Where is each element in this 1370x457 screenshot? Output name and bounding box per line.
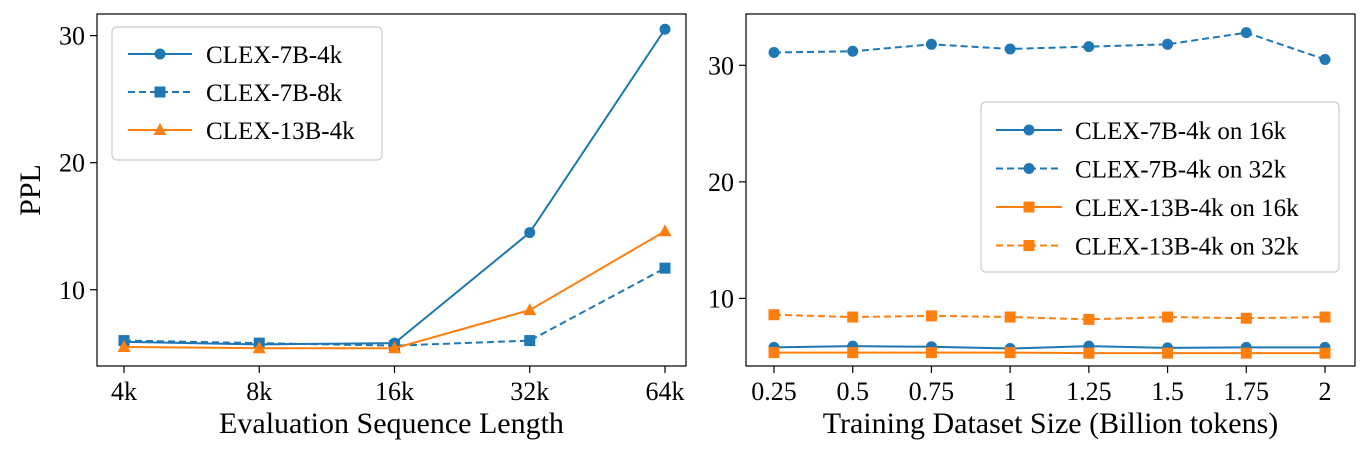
data-point-clex-7b-8k-64k [659, 262, 671, 274]
legend-marker [1023, 163, 1035, 174]
data-point-clex-13b-4k-32k [523, 303, 537, 316]
legend-entry-clex-13b-4k: CLEX-13B-4k [128, 118, 355, 145]
data-point-clex-13b-4k-on-32k-2 [1319, 311, 1331, 323]
legend-marker [154, 48, 166, 60]
legend-entry-clex-13b-4k-on-32k: CLEX-13B-4k on 32k [996, 234, 1299, 261]
legend-entry-clex-7b-4k-on-16k: CLEX-7B-4k on 16k [996, 118, 1287, 145]
x-tick-label-64k: 64k [646, 377, 685, 406]
series-clex-13b-4k [117, 224, 672, 354]
x-tick-label-2: 2 [1319, 377, 1332, 406]
y-tick-label-20: 20 [59, 149, 85, 178]
axis-ticks: 4k 8k 16k 32k 64k 10 20 30 [59, 22, 685, 406]
x-tick-label-0-25: 0.25 [751, 377, 797, 406]
legend-label: CLEX-7B-8k [206, 80, 343, 107]
legend-label: CLEX-7B-4k on 32k [1075, 157, 1287, 184]
x-tick-label-4k: 4k [111, 377, 137, 406]
series-line-clex-13b-4k [123, 230, 666, 350]
legend-marker [1023, 124, 1035, 136]
legend-label: CLEX-7B-4k [206, 42, 343, 69]
data-point-clex-7b-4k-on-32k-2 [1319, 53, 1331, 65]
y-tick-label-20: 20 [708, 168, 734, 197]
legend-label: CLEX-13B-4k on 32k [1075, 234, 1299, 261]
x-tick-label-1-25: 1.25 [1066, 377, 1112, 406]
series-layer [117, 23, 672, 354]
plot-area-frame [96, 13, 687, 367]
data-point-clex-13b-4k-on-32k-0-5 [847, 311, 859, 323]
data-point-clex-13b-4k-on-16k-1 [1004, 347, 1016, 359]
legend-entry-clex-7b-8k: CLEX-7B-8k [128, 80, 343, 107]
y-tick-label-30: 30 [59, 22, 85, 51]
data-point-clex-7b-4k-on-32k-1 [1004, 43, 1016, 55]
series-line-clex-7b-8k [123, 267, 666, 347]
data-point-clex-13b-4k-on-32k-1-5 [1162, 311, 1174, 323]
chart-sequence-length: 4k 8k 16k 32k 64k 10 20 30 CLEX-7B-4k CLEX-7B-8k… [14, 13, 687, 440]
data-point-clex-13b-4k-on-16k-1-5 [1162, 347, 1174, 359]
data-point-clex-7b-4k-on-32k-1-25 [1083, 41, 1095, 53]
series-line-clex-13b-4k-on-32k [773, 313, 1326, 321]
data-point-clex-7b-8k-32k [524, 335, 536, 347]
series-line-clex-7b-4k-on-16k [773, 345, 1325, 350]
legend: CLEX-7B-4k CLEX-7B-8k CLEX-13B-4k [111, 26, 383, 161]
legend: CLEX-7B-4k on 16k CLEX-7B-4k on 32k CLEX-1… [980, 101, 1340, 273]
legend-label: CLEX-13B-4k on 16k [1075, 195, 1299, 222]
series-clex-13b-4k-on-16k [768, 347, 1331, 359]
legend-marker [153, 123, 167, 135]
x-axis-label: Training Dataset Size (Billion tokens) [823, 407, 1279, 440]
series-clex-7b-4k-on-32k [768, 27, 1331, 65]
legend-marker [154, 86, 166, 98]
data-point-clex-13b-4k-on-32k-0-25 [768, 309, 780, 321]
x-tick-label-0-5: 0.5 [836, 377, 869, 406]
x-tick-label-16k: 16k [375, 377, 414, 406]
x-axis-label: Evaluation Sequence Length [219, 407, 564, 440]
x-tick-label-32k: 32k [510, 377, 549, 406]
data-point-clex-7b-4k-32k [524, 227, 536, 239]
data-point-clex-13b-4k-on-32k-0-75 [925, 310, 937, 322]
data-point-clex-13b-4k-on-32k-1 [1004, 311, 1016, 323]
plot-area-frame [745, 13, 1356, 367]
legend-frame [980, 101, 1340, 273]
data-point-clex-7b-4k-on-32k-1-75 [1240, 27, 1252, 39]
data-point-clex-13b-4k-4k [117, 339, 131, 352]
x-tick-label-0-75: 0.75 [909, 377, 955, 406]
data-point-clex-13b-4k-16k [388, 341, 401, 354]
legend-marker [1023, 201, 1035, 213]
data-point-clex-13b-4k-on-16k-1-75 [1240, 347, 1252, 359]
data-point-clex-7b-4k-on-32k-0-75 [925, 38, 937, 50]
series-line-clex-7b-4k-on-32k [773, 31, 1326, 61]
chart-dataset-size: 0.25 0.5 0.75 1 1.25 1.5 1.75 2 10 20 30 CLEX-7B-4… [708, 13, 1356, 440]
data-point-clex-13b-4k-8k [252, 341, 266, 354]
legend-entry-clex-13b-4k-on-16k: CLEX-13B-4k on 16k [996, 195, 1299, 222]
legend-frame [111, 26, 383, 161]
y-axis-label: PPL [14, 164, 47, 216]
x-tick-label-1-5: 1.5 [1151, 377, 1184, 406]
series-layer [768, 27, 1331, 359]
axis-ticks: 0.25 0.5 0.75 1 1.25 1.5 1.75 2 10 20 30 [708, 51, 1332, 406]
y-tick-label-30: 30 [708, 51, 734, 80]
x-tick-label-1-75: 1.75 [1224, 377, 1270, 406]
data-point-clex-13b-4k-on-16k-0-25 [768, 347, 780, 359]
series-clex-13b-4k-on-32k [768, 309, 1331, 325]
legend-entry-clex-7b-4k: CLEX-7B-4k [128, 42, 343, 69]
legend-marker [1023, 240, 1035, 251]
legend-entry-clex-7b-4k-on-32k: CLEX-7B-4k on 32k [996, 157, 1287, 184]
x-tick-label-1: 1 [1004, 377, 1017, 406]
data-point-clex-7b-4k-on-32k-0-25 [768, 46, 780, 58]
x-tick-label-8k: 8k [246, 377, 272, 406]
data-point-clex-13b-4k-on-16k-1-25 [1083, 347, 1095, 359]
data-point-clex-13b-4k-on-32k-1-25 [1083, 313, 1095, 325]
data-point-clex-13b-4k-on-16k-0-5 [847, 347, 859, 359]
data-point-clex-13b-4k-on-16k-0-75 [925, 347, 937, 359]
legend-label: CLEX-13B-4k [206, 118, 355, 145]
data-point-clex-7b-4k-on-32k-1-5 [1162, 38, 1174, 50]
data-point-clex-7b-4k-on-32k-0-5 [847, 45, 859, 57]
legend-label: CLEX-7B-4k on 16k [1075, 118, 1287, 145]
data-point-clex-13b-4k-on-32k-1-75 [1240, 312, 1252, 324]
data-point-clex-7b-4k-64k [659, 23, 671, 35]
y-tick-label-10: 10 [59, 276, 85, 305]
y-tick-label-10: 10 [708, 284, 734, 313]
series-line-clex-13b-4k-on-16k [774, 351, 1325, 355]
data-point-clex-13b-4k-64k [658, 224, 672, 237]
data-point-clex-13b-4k-on-16k-2 [1319, 347, 1331, 359]
